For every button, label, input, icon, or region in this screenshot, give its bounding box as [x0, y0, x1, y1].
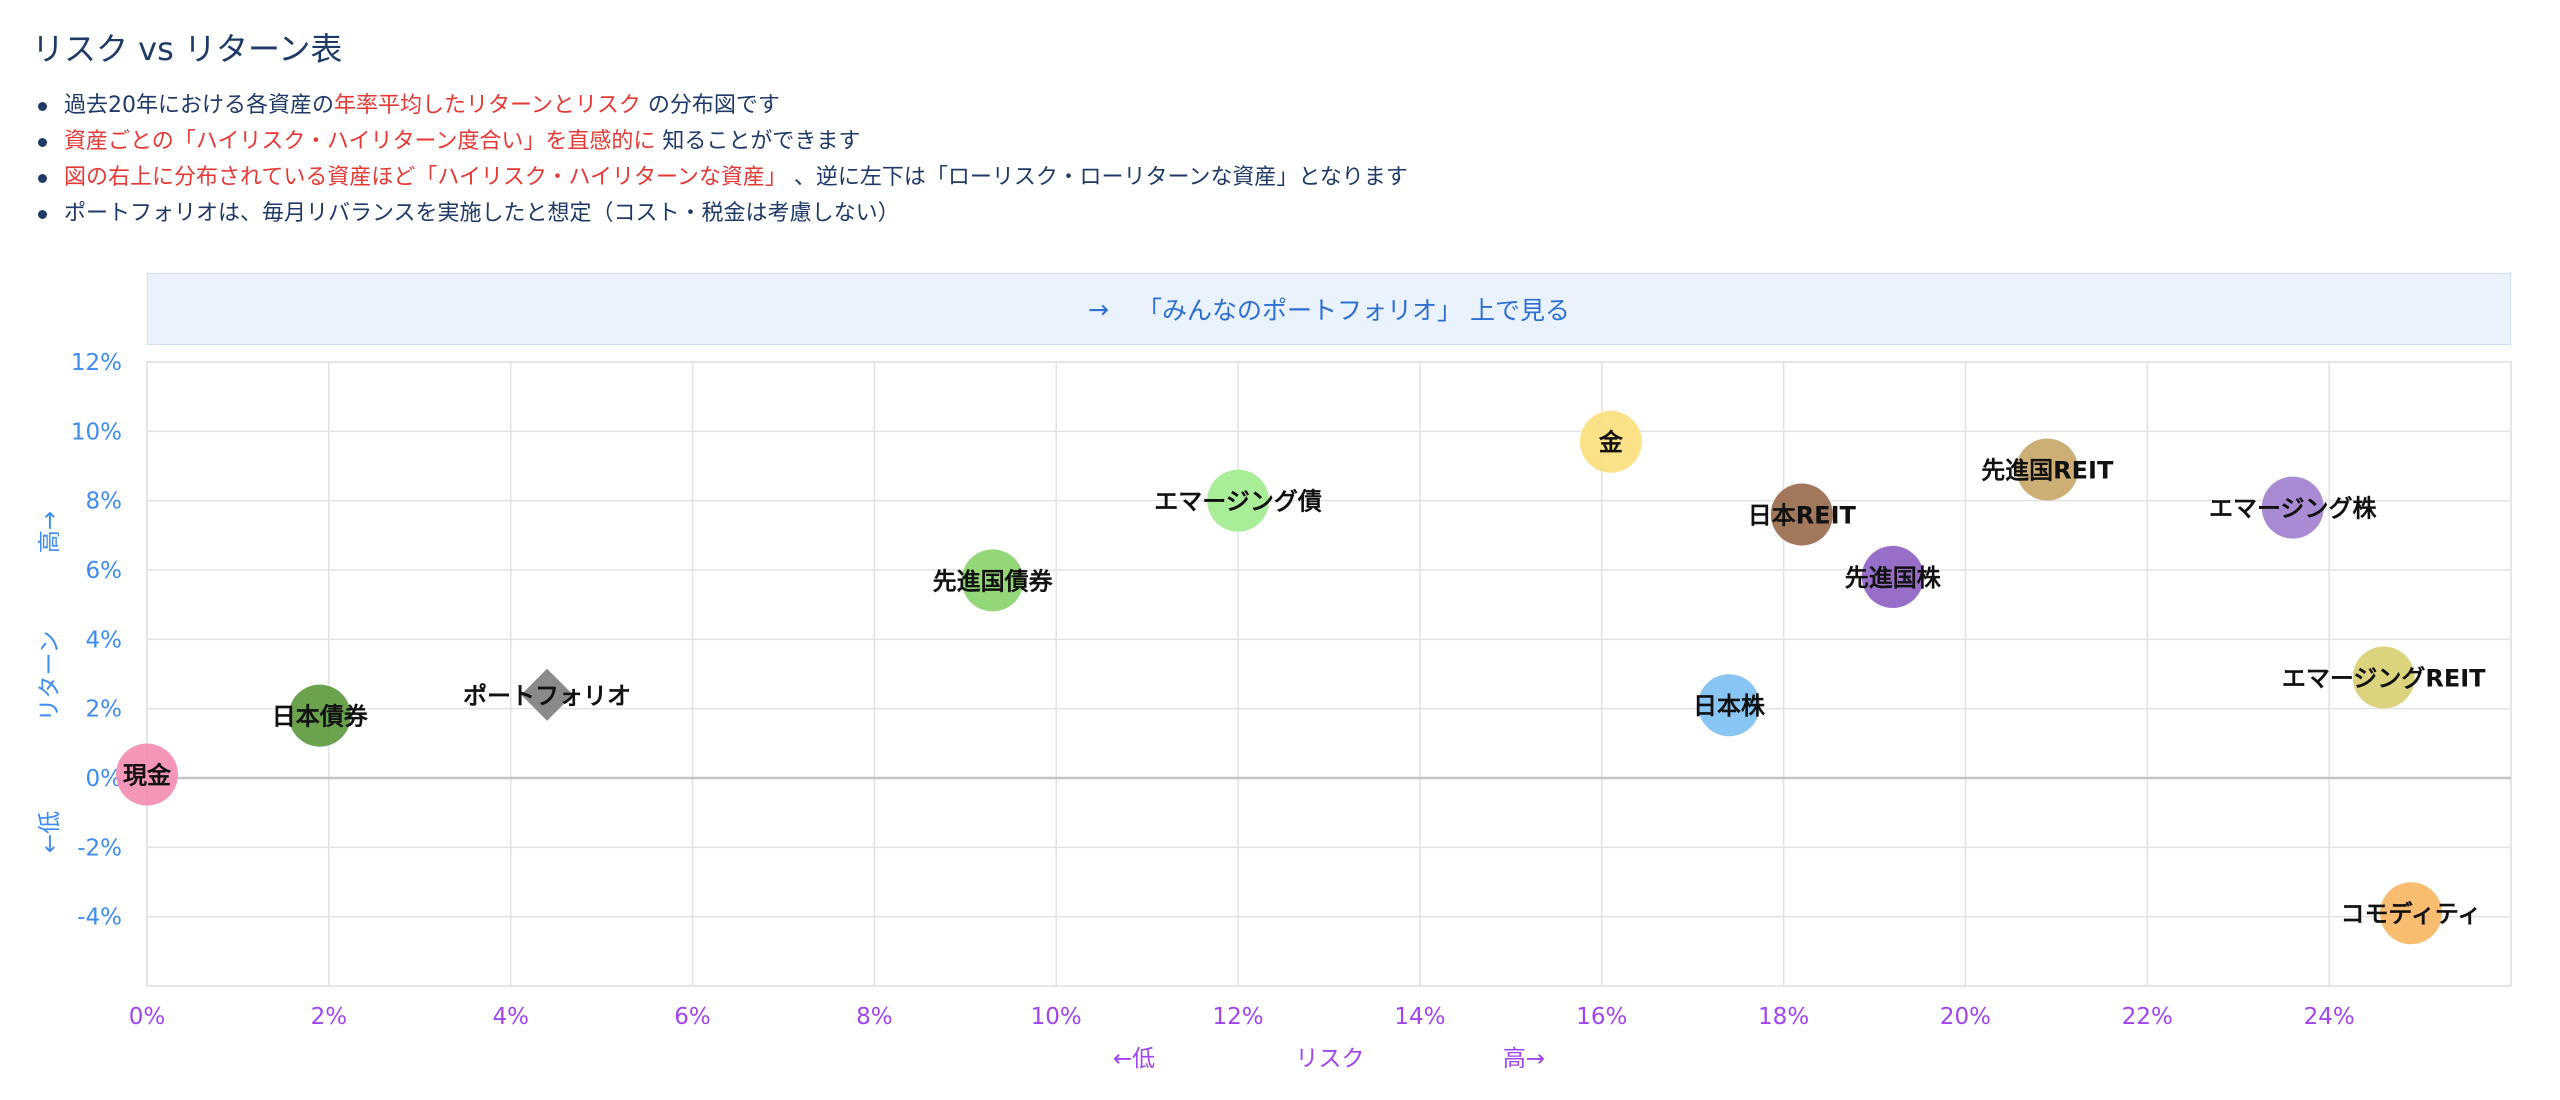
y-axis-label: 高→ リターン ←低	[37, 511, 63, 853]
x-axis-ticks: 0% 2% 4% 6% 8% 10% 12% 14% 16% 18% 20% 22% 24%	[129, 1004, 2355, 1030]
x-tick-label: 16%	[1576, 1004, 1627, 1030]
x-tick-label: 10%	[1031, 1004, 1082, 1030]
y-tick-label: 0%	[86, 766, 123, 792]
x-axis-label-main: リスク	[1296, 1046, 1365, 1072]
note-segment: 、逆に左下は「ローリスク・ローリターンな資産」となります	[786, 165, 1408, 190]
x-tick-label: 8%	[856, 1004, 893, 1030]
point-label: 日本債券	[272, 703, 369, 731]
y-tick-label: 12%	[71, 350, 122, 376]
point-marker	[116, 743, 178, 806]
point-marker	[1698, 674, 1761, 737]
data-point[interactable]: ポートフォリオ	[463, 668, 631, 721]
point-label: ポートフォリオ	[463, 682, 631, 710]
plot-frame	[146, 361, 2512, 987]
data-point[interactable]: 日本株	[1693, 674, 1766, 737]
data-point[interactable]: 現金	[116, 743, 178, 806]
x-tick-label: 18%	[1758, 1004, 1809, 1030]
x-tick-label: 12%	[1213, 1004, 1264, 1030]
x-tick-label: 0%	[129, 1004, 166, 1030]
y-axis-label-main: リターン	[37, 631, 63, 722]
data-point[interactable]: 先進国株	[1845, 545, 1942, 608]
point-label: 日本REIT	[1748, 502, 1857, 530]
point-label: 金	[1598, 429, 1624, 457]
x-tick-label: 22%	[2122, 1004, 2173, 1030]
y-tick-label: 8%	[86, 489, 123, 515]
x-tick-label: 2%	[311, 1004, 348, 1030]
point-marker	[1770, 483, 1833, 546]
data-point[interactable]: 先進国債券	[933, 549, 1054, 612]
note-segment: ポートフォリオは、毎月リバランスを実施したと想定（コスト・税金は考慮しない）	[64, 201, 900, 226]
y-axis-ticks: -4% -2% 0% 2% 4% 6% 8% 10% 12%	[71, 350, 122, 931]
note-segment: 年率平均したリターンとリスク	[334, 93, 641, 118]
note-item: 資産ごとの「ハイリスク・ハイリターン度合い」を直感的に 知ることができます	[32, 124, 1408, 160]
x-tick-label: 6%	[674, 1004, 711, 1030]
point-label: エマージング株	[2209, 495, 2378, 523]
point-label: 先進国株	[1845, 564, 1942, 592]
note-segment: の分布図です	[640, 93, 780, 118]
data-point[interactable]: 日本REIT	[1748, 483, 1857, 546]
arrow-right-icon: →	[1088, 294, 1109, 324]
point-label: コモディティ	[2341, 900, 2482, 928]
data-point[interactable]: 日本債券	[272, 684, 369, 747]
x-axis-label: ←低 リスク 高→	[1113, 1046, 1545, 1072]
y-axis-label-low: ←低	[37, 811, 63, 853]
chart-grid	[146, 361, 2512, 987]
data-point[interactable]: エマージング債	[1154, 469, 1322, 532]
y-tick-label: 6%	[86, 558, 123, 584]
data-point[interactable]: 先進国REIT	[1981, 438, 2114, 501]
y-tick-label: 4%	[86, 627, 123, 653]
point-marker	[2352, 646, 2415, 709]
x-tick-label: 24%	[2304, 1004, 2355, 1030]
point-marker	[2379, 882, 2442, 945]
point-label: エマージング債	[1154, 488, 1322, 516]
point-marker	[1861, 545, 1924, 608]
data-point[interactable]: エマージングREIT	[2282, 646, 2486, 709]
x-axis-label-high: 高→	[1503, 1046, 1545, 1072]
data-point[interactable]: エマージング株	[2209, 476, 2378, 539]
y-tick-label: 2%	[86, 697, 123, 723]
point-label: エマージングREIT	[2282, 664, 2486, 692]
y-tick-label: -2%	[77, 835, 122, 861]
point-marker	[1207, 469, 1270, 532]
point-marker	[2261, 476, 2324, 539]
x-tick-label: 14%	[1394, 1004, 1445, 1030]
point-marker	[521, 668, 574, 721]
note-segment: 知ることができます	[655, 129, 861, 154]
note-item: 過去20年における各資産の年率平均したリターンとリスク の分布図です	[32, 88, 1408, 124]
notes-list: 過去20年における各資産の年率平均したリターンとリスク の分布図です 資産ごとの…	[32, 88, 1408, 232]
point-label: 日本株	[1693, 692, 1766, 720]
x-tick-label: 20%	[1940, 1004, 1991, 1030]
point-marker	[288, 684, 351, 747]
point-label: 先進国REIT	[1981, 456, 2114, 484]
note-item: ポートフォリオは、毎月リバランスを実施したと想定（コスト・税金は考慮しない）	[32, 196, 1408, 232]
portfolio-link-label: 「みんなのポートフォリオ」 上で見る	[1137, 296, 1570, 325]
point-marker	[1579, 410, 1642, 473]
y-tick-label: -4%	[77, 905, 122, 931]
data-point[interactable]: 金	[1579, 410, 1642, 473]
point-marker	[961, 549, 1024, 612]
portfolio-link-button[interactable]: → 「みんなのポートフォリオ」 上で見る	[147, 273, 2511, 345]
note-segment: 図の右上に分布されている資産ほど「ハイリスク・ハイリターンな資産」	[64, 165, 787, 190]
y-tick-label: 10%	[71, 419, 122, 445]
x-tick-label: 4%	[492, 1004, 529, 1030]
x-axis-label-low: ←低	[1113, 1046, 1155, 1072]
point-label: 現金	[123, 762, 172, 790]
note-segment: 資産ごとの「ハイリスク・ハイリターン度合い」を直感的に	[64, 129, 656, 154]
note-item: 図の右上に分布されている資産ほど「ハイリスク・ハイリターンな資産」 、逆に左下は…	[32, 160, 1408, 196]
point-label: 先進国債券	[933, 567, 1054, 595]
point-marker	[2016, 438, 2079, 501]
note-segment: 過去20年における各資産の	[64, 93, 334, 118]
y-axis-label-high: 高→	[37, 511, 63, 553]
data-point[interactable]: コモディティ	[2341, 882, 2482, 945]
page-title: リスク vs リターン表	[32, 30, 343, 68]
